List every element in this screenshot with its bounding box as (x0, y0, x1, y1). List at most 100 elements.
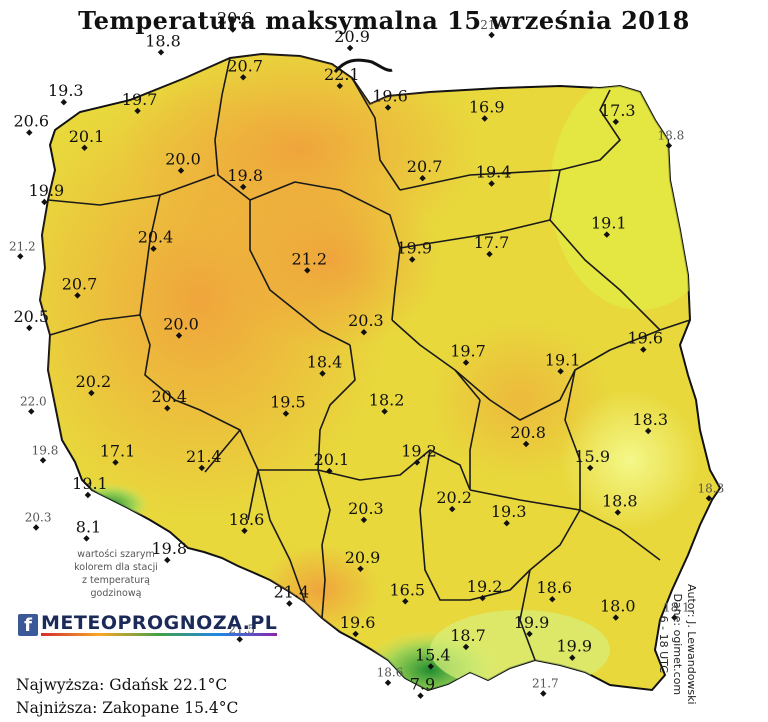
station-dot (488, 31, 495, 39)
station-marker: 21.4 (186, 447, 222, 472)
voivodeship-borders (47, 57, 691, 661)
cool-zone-east (560, 390, 700, 530)
station-marker: 15.4 (415, 645, 451, 670)
station-dot (326, 467, 333, 475)
station-marker: 19.3 (48, 81, 84, 106)
station-marker: 15.9 (574, 447, 610, 472)
station-value: 19.4 (476, 163, 512, 182)
station-marker: 19.9 (514, 613, 549, 638)
station-dot (360, 516, 368, 524)
station-marker: 20.4 (151, 387, 187, 412)
station-marker: 21.2 (291, 249, 327, 274)
station-marker: 19.1 (545, 350, 580, 375)
station-marker: 8.1 (76, 517, 101, 542)
station-value: 17.1 (100, 441, 136, 460)
station-value: 18.6 (377, 666, 404, 680)
station-marker: 17.3 (600, 101, 636, 125)
station-value: 19.7 (122, 90, 158, 109)
station-dot (134, 107, 141, 115)
station-dot (346, 44, 354, 52)
station-dot (413, 459, 421, 466)
station-value: 20.8 (510, 423, 546, 442)
station-marker: 19.2 (467, 577, 503, 602)
station-value: 19.3 (48, 81, 84, 100)
station-marker: 18.3 (632, 410, 668, 435)
station-value: 16.5 (389, 580, 425, 599)
voivodeship-border (249, 200, 351, 346)
station-dot (540, 690, 547, 697)
station-value: 20.6 (13, 112, 49, 131)
station-dot (612, 614, 619, 621)
station-value: 20.7 (407, 157, 443, 176)
station-dot (198, 464, 205, 472)
station-marker: 17.7 (474, 233, 510, 258)
station-dot (522, 440, 530, 448)
logo-text: METEOPROGNOZA.PL (41, 611, 278, 639)
station-value: 20.1 (314, 450, 350, 469)
station-value: 18.6 (229, 510, 265, 529)
station-dot (240, 183, 247, 191)
station-dot (112, 459, 119, 466)
station-marker: 19.5 (270, 393, 306, 417)
station-dot (381, 408, 388, 415)
station-dot (488, 180, 495, 187)
station-dot (88, 389, 95, 397)
station-layer: 18.8 20.6 20.7 20.9 21.4 22.1 19.3 19.7 20.6 20.1… (9, 9, 724, 699)
station-dot (665, 142, 673, 149)
station-dot (175, 332, 183, 339)
station-value: 20.7 (227, 56, 263, 75)
station-marker: 20.7 (227, 56, 263, 81)
station-value: 19.3 (491, 502, 527, 521)
station-marker: 19.8 (227, 166, 263, 191)
station-marker: 19.2 (401, 441, 437, 466)
station-value: 19.6 (340, 613, 376, 632)
voivodeship-border (454, 329, 661, 421)
station-marker: 16.5 (389, 580, 425, 605)
map-title: Temperatura maksymalna 15 września 2018 (78, 6, 690, 35)
station-dot (241, 527, 248, 534)
station-dot (17, 253, 24, 260)
station-dot (384, 104, 392, 111)
voivodeship-border (317, 469, 331, 619)
station-value: 17.7 (474, 233, 510, 252)
station-value: 20.3 (25, 511, 52, 525)
station-value: 21.4 (274, 583, 310, 602)
station-dot (28, 408, 35, 415)
station-dot (150, 245, 157, 252)
station-value: 19.9 (29, 181, 65, 200)
facebook-icon[interactable]: f (18, 614, 38, 636)
station-value: 21.7 (532, 677, 559, 691)
station-dot (83, 535, 90, 542)
station-dot (81, 144, 88, 151)
voivodeship-border (351, 77, 401, 191)
station-dot (282, 410, 290, 417)
voivodeship-border (214, 57, 251, 201)
station-value: 19.2 (467, 577, 503, 596)
station-value: 16.9 (469, 98, 505, 117)
voivodeship-border (419, 449, 531, 601)
station-value: 20.2 (76, 372, 112, 391)
min-temperature-summary: Najniższa: Zakopane 15.4°C (16, 699, 239, 717)
station-marker: 19.1 (591, 214, 627, 238)
station-marker: 7.9 (410, 675, 435, 699)
station-dot (479, 594, 486, 602)
station-value: 20.7 (62, 274, 98, 293)
station-value: 20.9 (334, 27, 370, 46)
station-marker: 18.4 (307, 353, 343, 377)
station-marker: 18.6 (377, 666, 404, 686)
station-value: 18.4 (307, 353, 343, 372)
station-value: 20.0 (163, 315, 199, 334)
station-dot (41, 198, 48, 206)
station-dot (39, 457, 47, 464)
meteoprognoza-logo[interactable]: f METEOPROGNOZA.PL (18, 611, 278, 639)
voivodeship-border (659, 319, 691, 331)
max-temperature-summary: Najwyższa: Gdańsk 22.1°C (16, 676, 228, 694)
station-value: 7.9 (410, 675, 435, 694)
station-dot (26, 129, 33, 136)
station-value: 20.3 (348, 311, 384, 330)
station-value: 18.6 (536, 578, 572, 597)
station-marker: 20.6 (13, 112, 49, 136)
station-marker: 16.9 (469, 98, 505, 122)
station-dot (384, 679, 392, 686)
